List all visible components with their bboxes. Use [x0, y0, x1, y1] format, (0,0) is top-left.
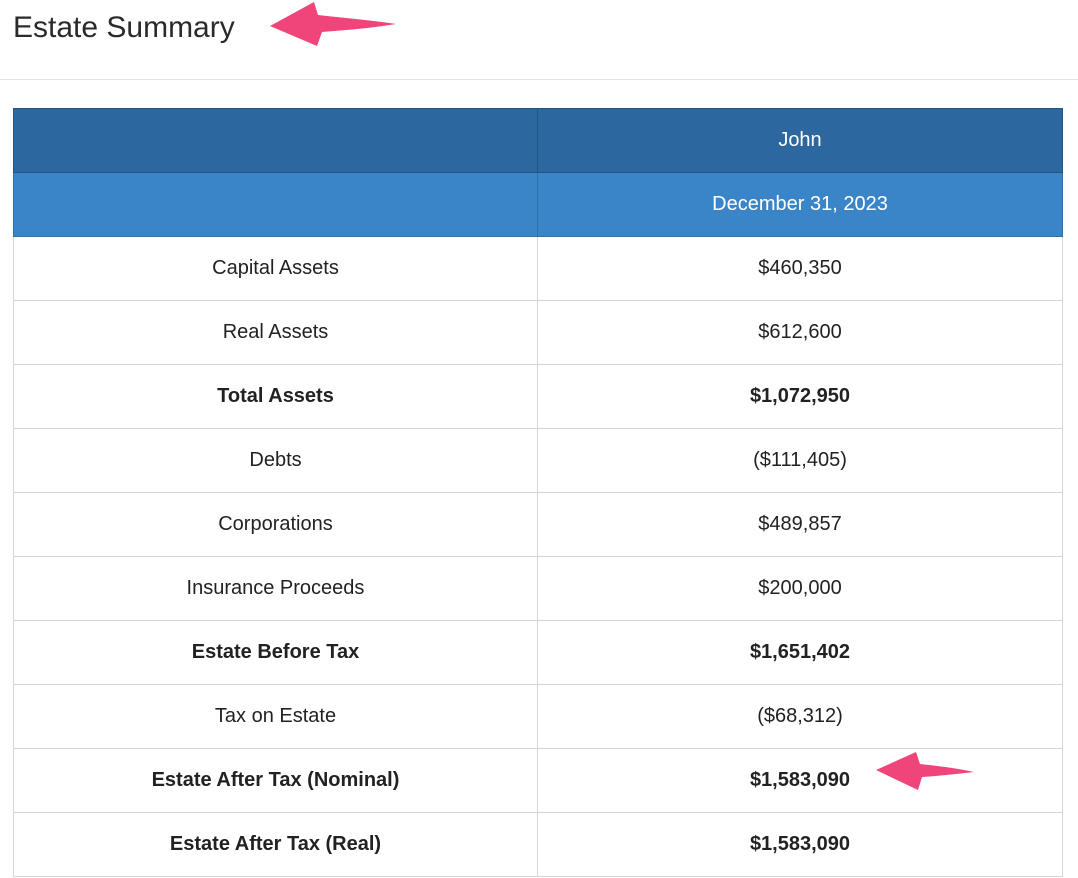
row-label: Tax on Estate: [13, 684, 538, 749]
row-value: ($111,405): [537, 428, 1063, 493]
row-label: Insurance Proceeds: [13, 556, 538, 621]
header-empty-cell: [13, 108, 538, 173]
row-value: $200,000: [537, 556, 1063, 621]
header-empty-cell: [13, 172, 538, 237]
title-divider: [0, 79, 1078, 80]
header-row-date: December 31, 2023: [13, 172, 1063, 237]
row-value: $489,857: [537, 492, 1063, 557]
row-value: ($68,312): [537, 684, 1063, 749]
estate-summary-table: John December 31, 2023 Capital Assets $4…: [13, 108, 1063, 877]
row-value: $1,583,090: [537, 748, 1063, 813]
estate-summary-table-container: John December 31, 2023 Capital Assets $4…: [13, 108, 1063, 877]
table-row: Tax on Estate ($68,312): [13, 684, 1063, 749]
row-label: Capital Assets: [13, 236, 538, 301]
header-person-name: John: [537, 108, 1063, 173]
header-row-person: John: [13, 108, 1063, 173]
row-value: $1,072,950: [537, 364, 1063, 429]
annotation-arrow-value-icon: [876, 752, 974, 790]
page-title: Estate Summary: [13, 11, 235, 44]
row-value: $460,350: [537, 236, 1063, 301]
row-label: Real Assets: [13, 300, 538, 365]
row-label: Debts: [13, 428, 538, 493]
row-label: Estate Before Tax: [13, 620, 538, 685]
table-row: Estate After Tax (Real) $1,583,090: [13, 812, 1063, 877]
table-row: Estate Before Tax $1,651,402: [13, 620, 1063, 685]
header-date: December 31, 2023: [537, 172, 1063, 237]
row-value: $612,600: [537, 300, 1063, 365]
table-row: Corporations $489,857: [13, 492, 1063, 557]
table-row: Insurance Proceeds $200,000: [13, 556, 1063, 621]
table-row: Total Assets $1,072,950: [13, 364, 1063, 429]
row-value: $1,583,090: [537, 812, 1063, 877]
row-label: Estate After Tax (Real): [13, 812, 538, 877]
table-row: Real Assets $612,600: [13, 300, 1063, 365]
row-label: Estate After Tax (Nominal): [13, 748, 538, 813]
row-label: Total Assets: [13, 364, 538, 429]
table-row: Estate After Tax (Nominal) $1,583,090: [13, 748, 1063, 813]
table-row: Capital Assets $460,350: [13, 236, 1063, 301]
table-row: Debts ($111,405): [13, 428, 1063, 493]
annotation-arrow-title-icon: [270, 2, 396, 46]
row-value: $1,651,402: [537, 620, 1063, 685]
row-label: Corporations: [13, 492, 538, 557]
